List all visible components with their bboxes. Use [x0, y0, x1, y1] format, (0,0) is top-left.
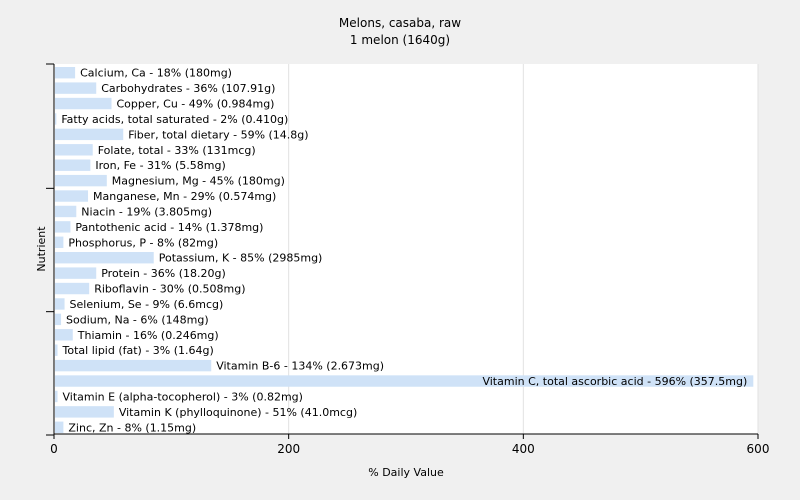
bar-label: Vitamin B-6 - 134% (2.673mg) [216, 360, 384, 373]
bar-label: Fatty acids, total saturated - 2% (0.410… [61, 113, 288, 126]
bar [55, 421, 64, 433]
bar-label: Folate, total - 33% (131mcg) [98, 144, 256, 157]
bar-label: Iron, Fe - 31% (5.58mg) [95, 159, 225, 172]
bar [55, 236, 64, 248]
bar-label: Carbohydrates - 36% (107.91g) [101, 82, 275, 95]
bar [55, 159, 91, 171]
bar [55, 205, 77, 218]
bar [55, 67, 76, 79]
bar [55, 97, 112, 110]
bar [55, 375, 754, 387]
bar [55, 82, 97, 94]
bar-label: Total lipid (fat) - 3% (1.64g) [62, 344, 214, 357]
bar [55, 344, 58, 356]
axes: 0 200 400 600 [46, 63, 770, 456]
bar-label: Protein - 36% (18.20g) [101, 267, 226, 280]
bar-label: Copper, Cu - 49% (0.984mg) [116, 98, 274, 111]
bar-label: Pantothenic acid - 14% (1.378mg) [75, 221, 263, 234]
bar [55, 359, 212, 372]
x-tick-label: 400 [512, 442, 535, 456]
bar [55, 128, 124, 141]
bar-label: Vitamin E (alpha-tocopherol) - 3% (0.82m… [63, 390, 303, 403]
bar-label: Magnesium, Mg - 45% (180mg) [112, 175, 285, 188]
bar [55, 390, 58, 403]
bar-label: Fiber, total dietary - 59% (14.8g) [128, 128, 308, 141]
x-tick-label: 200 [277, 442, 300, 456]
x-tick-label: 600 [747, 442, 770, 456]
bar-label: Riboflavin - 30% (0.508mg) [94, 283, 245, 296]
bar [55, 298, 65, 310]
bar-label: Thiamin - 16% (0.246mg) [77, 329, 219, 342]
grid-lines [54, 64, 759, 434]
bar-label: Phosphorus, P - 8% (82mg) [68, 236, 218, 249]
chart-title: Melons, casaba, raw [339, 16, 461, 30]
bar [55, 252, 154, 264]
bar [55, 144, 93, 156]
y-axis-title: Nutrient [35, 226, 48, 272]
chart-subtitle: 1 melon (1640g) [350, 33, 450, 47]
bar [55, 174, 107, 187]
bar [55, 221, 71, 233]
bar [55, 282, 90, 295]
bar-label: Zinc, Zn - 8% (1.15mg) [68, 421, 196, 434]
bar-label: Vitamin K (phylloquinone) - 51% (41.0mcg… [119, 406, 357, 419]
bar [55, 113, 57, 125]
bar [55, 329, 73, 341]
bar-label: Manganese, Mn - 29% (0.574mg) [93, 190, 276, 203]
bar [55, 406, 114, 418]
bar-label: Calcium, Ca - 18% (180mg) [80, 67, 232, 80]
bar [55, 313, 62, 326]
bar-label: Sodium, Na - 6% (148mg) [66, 313, 209, 326]
plot-area [54, 64, 758, 434]
bar [55, 267, 97, 279]
bars-group: Calcium, Ca - 18% (180mg) Carbohydrates -… [55, 67, 754, 434]
bar [55, 190, 89, 202]
x-axis-title: % Daily Value [368, 466, 444, 479]
x-tick-label: 0 [50, 442, 58, 456]
bar-label: Vitamin C, total ascorbic acid - 596% (3… [482, 375, 747, 388]
bar-label: Niacin - 19% (3.805mg) [81, 205, 212, 218]
bar-label: Potassium, K - 85% (2985mg) [159, 252, 323, 265]
bar-label: Selenium, Se - 9% (6.6mcg) [70, 298, 224, 311]
